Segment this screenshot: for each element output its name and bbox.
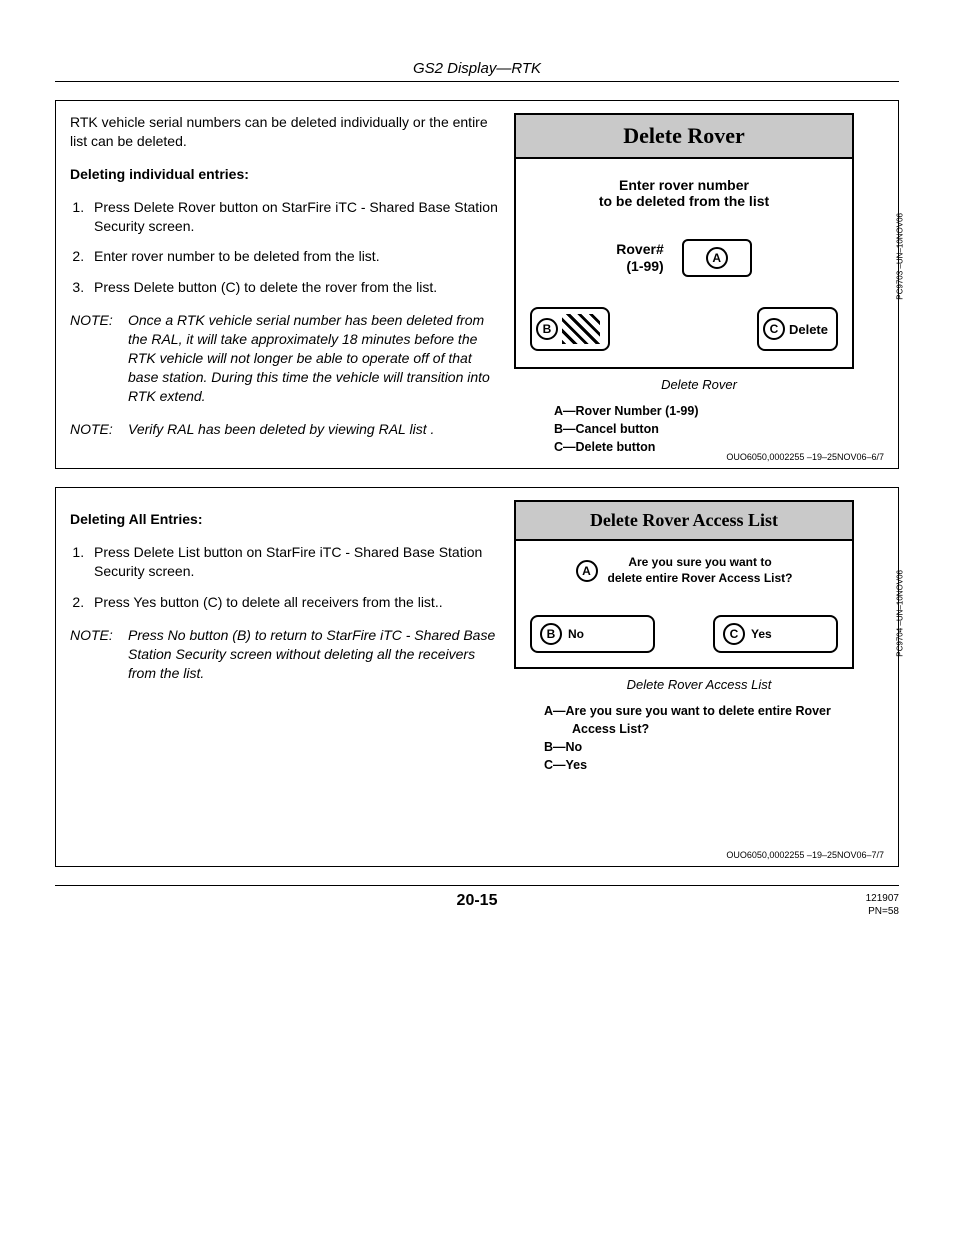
doc-code: OUO6050,0002255 –19–25NOV06–7/7 <box>726 850 884 860</box>
legend-b: B—Cancel button <box>554 420 884 438</box>
left-column: RTK vehicle serial numbers can be delete… <box>70 113 504 456</box>
steps-list: Press Delete Rover button on StarFire iT… <box>88 198 504 298</box>
rover-input-row: Rover# (1-99) A <box>524 239 844 277</box>
callout-b: B <box>536 318 558 340</box>
button-row: B C Delete <box>524 307 844 357</box>
section-delete-all: Deleting All Entries: Press Delete List … <box>55 487 899 867</box>
yes-button-label: Yes <box>751 627 772 641</box>
rover-number-input[interactable]: A <box>682 239 752 277</box>
delete-rover-screen: Delete Rover Enter rover number to be de… <box>514 113 854 369</box>
rover-label-2: (1-99) <box>626 258 663 274</box>
note-body: Press No button (B) to return to StarFir… <box>128 626 504 683</box>
confirm-line1: Are you sure you want to <box>628 555 771 569</box>
legend: A—Rover Number (1-99) B—Cancel button C—… <box>554 402 884 456</box>
rover-field-label: Rover# (1-99) <box>616 241 663 275</box>
image-code: PC9704 –UN–10NOV06 <box>896 570 905 657</box>
rover-label-1: Rover# <box>616 241 663 257</box>
callout-c: C <box>723 623 745 645</box>
screen-title: Delete Rover Access List <box>516 502 852 541</box>
callout-a: A <box>706 247 728 269</box>
legend-a2: Access List? <box>572 720 884 738</box>
note-1: NOTE: Once a RTK vehicle serial number h… <box>70 311 504 405</box>
confirm-text: Are you sure you want to delete entire R… <box>608 555 793 586</box>
delete-access-list-screen: Delete Rover Access List A Are you sure … <box>514 500 854 668</box>
no-button[interactable]: B No <box>530 615 655 653</box>
note-label: NOTE: <box>70 420 128 439</box>
note-1: NOTE: Press No button (B) to return to S… <box>70 626 504 683</box>
callout-a: A <box>576 560 598 582</box>
subheading: Deleting individual entries: <box>70 165 504 184</box>
legend-a: A—Rover Number (1-99) <box>554 402 884 420</box>
legend-b: B—No <box>544 738 884 756</box>
intro-text: RTK vehicle serial numbers can be delete… <box>70 113 504 151</box>
right-column: Delete Rover Access List A Are you sure … <box>514 500 884 854</box>
note-2: NOTE: Verify RAL has been deleted by vie… <box>70 420 504 439</box>
page: GS2 Display—RTK RTK vehicle serial numbe… <box>0 0 954 955</box>
no-button-label: No <box>568 627 584 641</box>
legend-c: C—Yes <box>544 756 884 774</box>
callout-b: B <box>540 623 562 645</box>
page-header: GS2 Display—RTK <box>55 60 899 82</box>
screen-caption: Delete Rover <box>514 377 884 392</box>
footer-date: 121907 <box>866 892 899 905</box>
right-column: Delete Rover Enter rover number to be de… <box>514 113 884 456</box>
step-2: Enter rover number to be deleted from th… <box>88 247 504 266</box>
steps-list: Press Delete List button on StarFire iTC… <box>88 543 504 612</box>
button-row: B No C Yes <box>524 615 844 659</box>
step-2: Press Yes button (C) to delete all recei… <box>88 593 504 612</box>
step-1: Press Delete Rover button on StarFire iT… <box>88 198 504 236</box>
prompt-line1: Enter rover number <box>619 177 749 193</box>
image-code: PC9703 –UN–10NOV06 <box>896 213 905 300</box>
page-footer: 20-15 121907 PN=58 <box>55 885 899 925</box>
cancel-button[interactable]: B <box>530 307 610 351</box>
left-column: Deleting All Entries: Press Delete List … <box>70 500 504 854</box>
confirm-line2: delete entire Rover Access List? <box>608 571 793 585</box>
callout-c: C <box>763 318 785 340</box>
note-body: Verify RAL has been deleted by viewing R… <box>128 420 504 439</box>
note-label: NOTE: <box>70 626 128 683</box>
cancel-icon <box>562 314 600 344</box>
section-delete-individual: RTK vehicle serial numbers can be delete… <box>55 100 899 469</box>
legend-a: A—Are you sure you want to delete entire… <box>544 702 884 720</box>
prompt-text: Enter rover number to be deleted from th… <box>524 177 844 209</box>
subheading: Deleting All Entries: <box>70 510 504 529</box>
delete-button-label: Delete <box>789 322 828 337</box>
screen-body: Enter rover number to be deleted from th… <box>516 159 852 367</box>
note-label: NOTE: <box>70 311 128 405</box>
screen-body: A Are you sure you want to delete entire… <box>516 541 852 666</box>
step-1: Press Delete List button on StarFire iTC… <box>88 543 504 581</box>
step-3: Press Delete button (C) to delete the ro… <box>88 278 504 297</box>
prompt-line2: to be deleted from the list <box>599 193 769 209</box>
note-body: Once a RTK vehicle serial number has bee… <box>128 311 504 405</box>
footer-right: 121907 PN=58 <box>866 892 899 918</box>
yes-button[interactable]: C Yes <box>713 615 838 653</box>
doc-code: OUO6050,0002255 –19–25NOV06–6/7 <box>726 452 884 462</box>
legend: A—Are you sure you want to delete entire… <box>544 702 884 775</box>
delete-button[interactable]: C Delete <box>757 307 838 351</box>
page-number: 20-15 <box>457 892 498 910</box>
screen-caption: Delete Rover Access List <box>514 677 884 692</box>
screen-title: Delete Rover <box>516 115 852 159</box>
confirm-row: A Are you sure you want to delete entire… <box>524 555 844 586</box>
footer-pn: PN=58 <box>866 905 899 918</box>
